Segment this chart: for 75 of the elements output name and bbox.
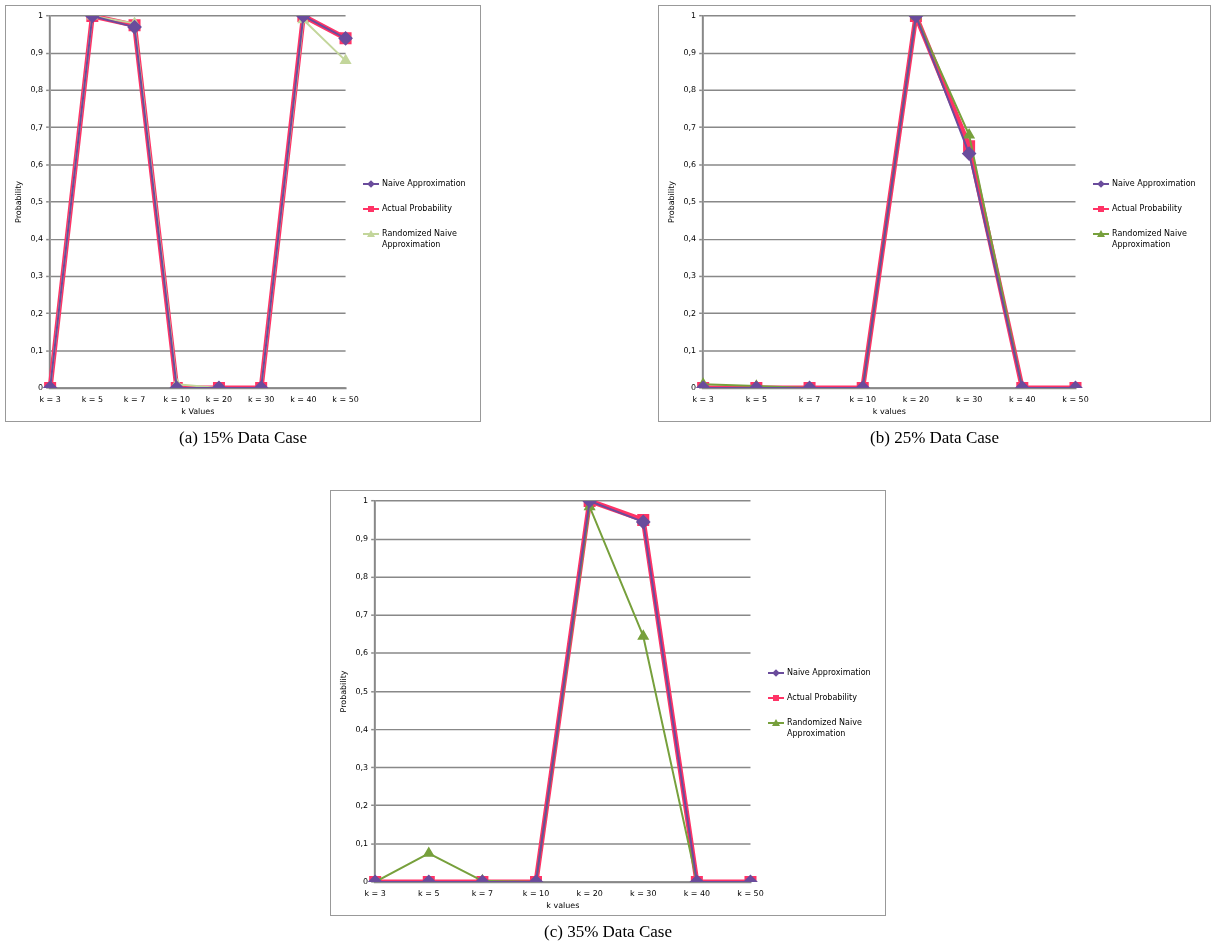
y-tick-label: 0,4 xyxy=(30,234,44,244)
x-tick-label: k = 30 xyxy=(247,394,275,404)
y-axis-title: Probability xyxy=(13,180,23,223)
y-tick-label: 0,9 xyxy=(355,534,369,544)
x-axis-title: k values xyxy=(546,901,580,911)
y-tick-label: 0,5 xyxy=(683,197,697,207)
y-tick-label: 0,2 xyxy=(683,308,697,318)
y-tick-label: 0 xyxy=(363,877,369,887)
y-tick-label: 0,6 xyxy=(683,159,697,169)
y-tick-label: 0,4 xyxy=(683,234,697,244)
x-tick-label: k = 7 xyxy=(798,394,821,404)
y-tick-label: 0,7 xyxy=(30,122,44,132)
y-tick-label: 0,3 xyxy=(355,762,369,772)
y-axis-title: Probability xyxy=(338,670,348,713)
y-tick-label: 0,3 xyxy=(683,271,697,281)
legend-label: Actual Probability xyxy=(382,203,452,214)
y-tick-label: 1 xyxy=(38,11,44,21)
x-tick-label: k = 3 xyxy=(39,394,61,404)
x-tick-label: k = 40 xyxy=(1009,394,1036,404)
x-tick-label: k = 50 xyxy=(1062,394,1089,404)
x-tick-label: k = 3 xyxy=(364,888,386,898)
legend-label: Actual Probability xyxy=(787,692,857,703)
x-tick-label: k = 20 xyxy=(576,888,603,898)
y-tick-label: 0,4 xyxy=(355,724,369,734)
y-tick-label: 0,8 xyxy=(683,85,697,95)
y-tick-label: 0,8 xyxy=(355,572,369,582)
y-tick-label: 0,5 xyxy=(30,197,44,207)
x-tick-label: k = 20 xyxy=(902,394,930,404)
legend-label: Randomized Naive Approximation xyxy=(1112,228,1188,250)
y-tick-label: 0,8 xyxy=(30,85,44,95)
y-tick-label: 0,9 xyxy=(30,48,44,58)
y-tick-label: 1 xyxy=(691,11,697,21)
x-tick-label: k = 30 xyxy=(630,888,657,898)
y-tick-label: 0,6 xyxy=(30,159,44,169)
x-tick-label: k = 20 xyxy=(205,394,233,404)
x-tick-label: k = 5 xyxy=(745,394,768,404)
x-axis-title: k Values xyxy=(181,407,215,417)
text: (b) 25% Data Case xyxy=(869,428,1000,448)
legend-label: Actual Probability xyxy=(1112,203,1182,214)
x-tick-label: k = 5 xyxy=(81,394,104,404)
y-axis-title: Probability xyxy=(666,180,676,223)
legend-label: Naive Approximation xyxy=(382,178,466,189)
legend-label: Randomized Naive Approximation xyxy=(787,717,863,739)
text: (a) 15% Data Case xyxy=(178,428,308,448)
text: (c) 35% Data Case xyxy=(543,922,673,942)
x-tick-label: k = 10 xyxy=(522,888,550,898)
x-tick-label: k = 7 xyxy=(471,888,494,898)
x-tick-label: k = 50 xyxy=(737,888,764,898)
x-tick-label: k = 10 xyxy=(163,394,190,404)
legend-label: Randomized Naive Approximation xyxy=(382,228,458,250)
legend-label: Naive Approximation xyxy=(787,667,871,678)
x-axis-title: k values xyxy=(872,407,906,417)
y-tick-label: 0,1 xyxy=(683,345,697,355)
x-tick-label: k = 3 xyxy=(692,394,714,404)
y-tick-label: 0,2 xyxy=(355,800,369,810)
x-tick-label: k = 5 xyxy=(418,888,440,898)
legend-label: Naive Approximation xyxy=(1112,178,1196,189)
y-tick-label: 1 xyxy=(363,496,369,506)
y-tick-label: 0,3 xyxy=(30,271,44,281)
y-tick-label: 0,2 xyxy=(30,308,44,318)
y-tick-label: 0 xyxy=(38,383,44,393)
y-tick-label: 0 xyxy=(691,383,697,393)
y-tick-label: 0,9 xyxy=(683,48,697,58)
y-tick-label: 0,1 xyxy=(355,838,369,848)
y-tick-label: 0,7 xyxy=(355,610,369,620)
x-tick-label: k = 10 xyxy=(849,394,876,404)
y-tick-label: 0,5 xyxy=(355,686,369,696)
y-tick-label: 0,6 xyxy=(355,648,369,658)
x-tick-label: k = 30 xyxy=(955,394,983,404)
x-tick-label: k = 40 xyxy=(290,394,317,404)
x-tick-label: k = 7 xyxy=(123,394,146,404)
x-tick-label: k = 40 xyxy=(683,888,711,898)
x-tick-label: k = 50 xyxy=(332,394,359,404)
y-tick-label: 0,7 xyxy=(683,122,697,132)
y-tick-label: 0,1 xyxy=(30,345,44,355)
